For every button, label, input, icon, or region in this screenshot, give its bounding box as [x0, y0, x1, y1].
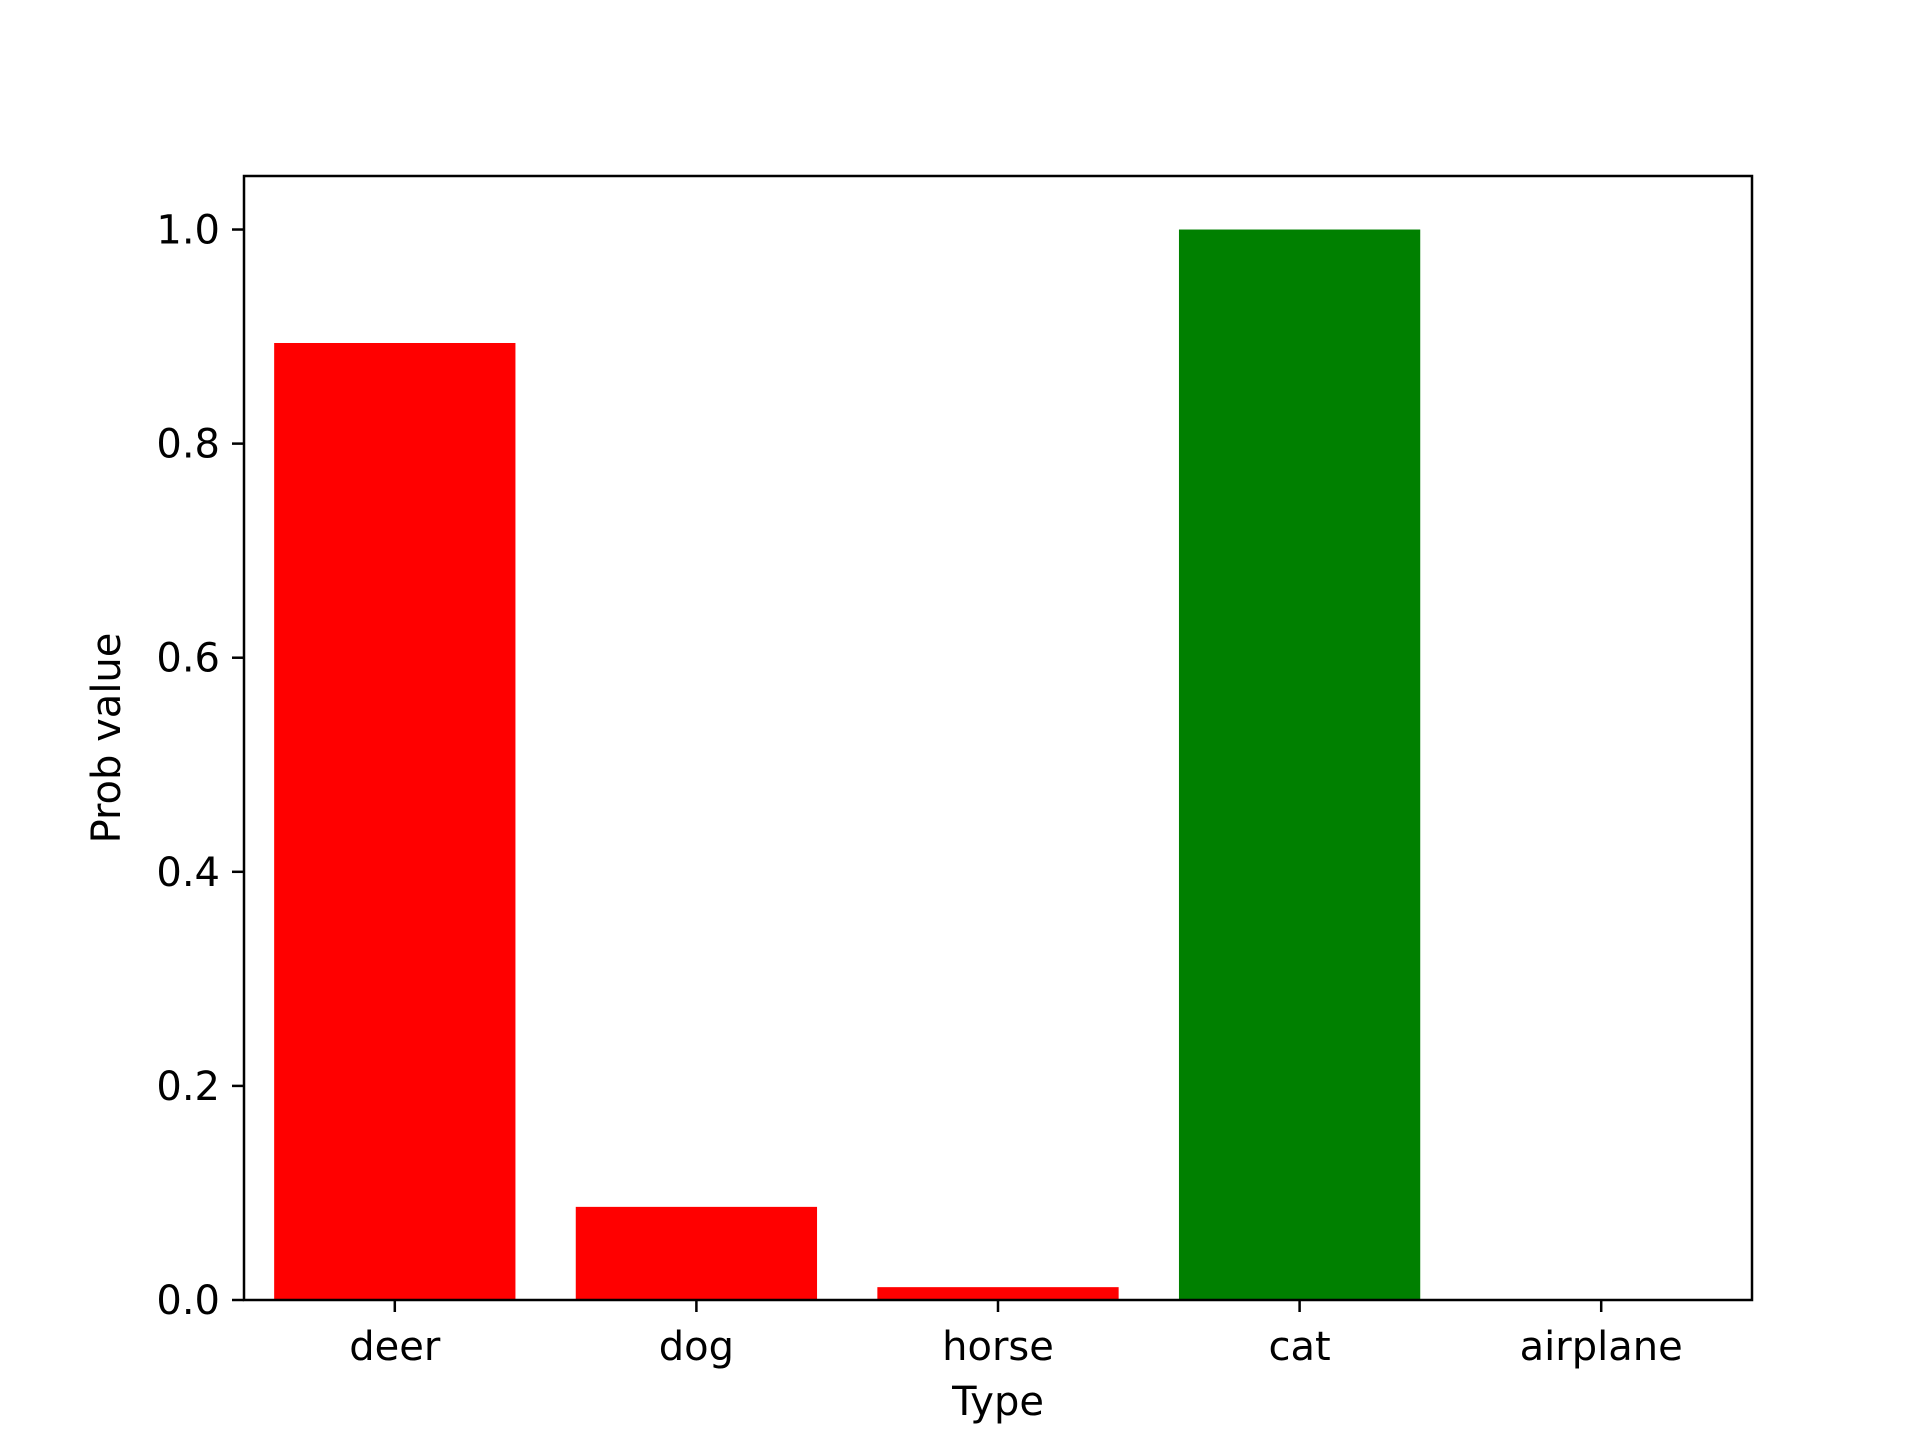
bar-cat	[1178, 229, 1421, 1300]
y-tick-label: 0.0	[156, 1278, 220, 1324]
y-axis-label: Prob value	[84, 633, 130, 844]
x-tick-label: cat	[1269, 1324, 1331, 1370]
x-tick-label: airplane	[1520, 1324, 1683, 1370]
y-tick-label: 1.0	[156, 208, 220, 254]
x-tick-label: dog	[659, 1324, 734, 1370]
x-axis-label: Type	[951, 1379, 1044, 1425]
plot-frame	[242, 174, 1754, 1302]
y-tick-label: 0.6	[156, 636, 220, 682]
y-tick-label: 0.2	[156, 1064, 220, 1110]
y-tick-label: 0.4	[156, 850, 220, 896]
bar-deer	[274, 342, 516, 1301]
y-tick-label: 0.8	[156, 422, 220, 468]
y-axis-ticks: 0.0 0.2 0.4 0.6 0.8 1.0	[156, 208, 244, 1324]
x-tick-label: deer	[349, 1324, 441, 1370]
bars-group	[274, 229, 1421, 1301]
x-tick-label: horse	[942, 1324, 1054, 1370]
bar-dog	[575, 1206, 818, 1300]
x-axis-ticks: deer dog horse cat airplane	[349, 1300, 1683, 1370]
bar-horse	[877, 1287, 1119, 1300]
